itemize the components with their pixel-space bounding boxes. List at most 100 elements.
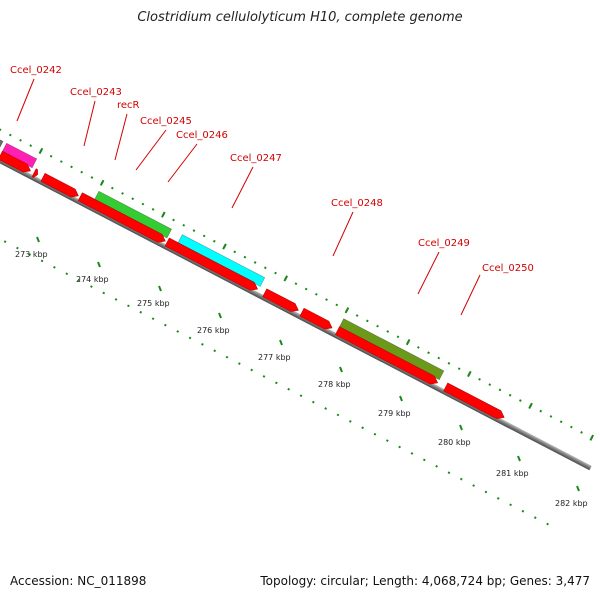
gene-callout-line xyxy=(332,211,354,257)
gene-callout-line xyxy=(460,274,481,316)
outer-ruler-tick xyxy=(161,211,166,218)
outer-ruler-dot xyxy=(19,138,22,142)
outer-ruler-dot xyxy=(90,176,94,179)
outer-ruler-dot xyxy=(141,202,145,206)
inner-ruler-dot xyxy=(127,304,130,308)
outer-ruler-dot xyxy=(386,330,390,333)
gene-label[interactable]: recR xyxy=(117,100,140,111)
inner-ruler-dot xyxy=(496,497,500,500)
gene-callout-line xyxy=(167,143,198,183)
outer-ruler-dot xyxy=(294,282,298,286)
inner-ruler-tick xyxy=(517,455,521,462)
scale-label: 280 kbp xyxy=(438,438,471,447)
cds-arrow xyxy=(262,288,299,312)
gene-label[interactable]: Ccel_0248 xyxy=(331,198,383,209)
inner-ruler-dot xyxy=(274,381,278,385)
outer-ruler-dot xyxy=(355,314,359,317)
inner-ruler-dot xyxy=(361,426,364,430)
outer-ruler-tick xyxy=(38,147,44,155)
cds-arrow xyxy=(40,173,79,198)
inner-ruler-dot xyxy=(373,432,377,436)
inner-ruler-dot xyxy=(28,253,32,256)
inner-ruler-dot xyxy=(77,278,81,282)
outer-ruler-dot xyxy=(457,367,461,371)
outer-ruler-dot xyxy=(212,239,216,243)
outer-ruler-dot xyxy=(70,165,73,169)
outer-ruler-dot xyxy=(151,208,155,211)
outer-ruler-dot xyxy=(263,266,267,270)
gene-label[interactable]: Ccel_0250 xyxy=(482,263,534,274)
olive-feature-box xyxy=(338,318,445,381)
inner-ruler-dot xyxy=(102,291,106,295)
gene-callout-line xyxy=(135,129,167,171)
inner-ruler-dot xyxy=(188,336,192,340)
cds-arrow xyxy=(0,150,31,173)
outer-ruler-dot xyxy=(488,383,492,386)
outer-ruler-dot xyxy=(498,388,502,392)
outer-ruler-dot xyxy=(508,393,512,397)
cds-arrow xyxy=(31,168,38,178)
outer-ruler-dot xyxy=(202,234,206,238)
gene-label[interactable]: Ccel_0242 xyxy=(10,65,62,76)
inner-ruler-dot xyxy=(546,522,549,526)
inner-ruler-tick xyxy=(576,485,580,492)
cds-arrow xyxy=(77,192,166,243)
inner-ruler-dot xyxy=(53,265,56,269)
scale-label: 277 kbp xyxy=(258,353,291,362)
inner-ruler-dot xyxy=(484,490,488,494)
outer-ruler-dot xyxy=(365,319,369,323)
accession-text: Accession: NC_011898 xyxy=(10,574,147,588)
inner-ruler-dot xyxy=(250,368,254,372)
outer-ruler-dot xyxy=(131,197,135,201)
inner-ruler-dot xyxy=(533,516,537,519)
outer-ruler-dot xyxy=(29,144,33,147)
inner-ruler-dot xyxy=(324,407,328,410)
inner-ruler-dot xyxy=(139,310,143,314)
inner-ruler-dot xyxy=(164,323,167,327)
gene-label[interactable]: Ccel_0249 xyxy=(418,238,470,249)
gene-label[interactable]: Ccel_0247 xyxy=(230,153,282,164)
gene-label[interactable]: Ccel_0246 xyxy=(176,130,228,141)
gene-label[interactable]: Ccel_0245 xyxy=(140,116,192,127)
outer-ruler-dot xyxy=(192,229,196,232)
outer-ruler-dot xyxy=(325,298,328,301)
cds-arrow xyxy=(335,326,439,385)
outer-ruler-tick xyxy=(467,370,472,378)
inner-ruler-dot xyxy=(348,420,352,423)
inner-ruler-tick xyxy=(339,366,343,373)
inner-ruler-dot xyxy=(398,445,401,449)
outer-ruler-dot xyxy=(437,356,441,360)
gray-feature-box xyxy=(0,132,4,151)
inner-ruler-dot xyxy=(3,240,7,244)
outer-ruler-dot xyxy=(110,186,114,190)
inner-ruler-dot xyxy=(201,342,204,346)
inner-ruler-tick xyxy=(158,285,162,292)
outer-ruler-tick xyxy=(99,179,105,186)
gene-label[interactable]: Ccel_0243 xyxy=(70,87,122,98)
inner-ruler-dot xyxy=(521,509,525,513)
outer-ruler-dot xyxy=(80,170,84,174)
inner-ruler-dot xyxy=(311,400,315,404)
inner-ruler-dot xyxy=(287,387,291,391)
outer-ruler-dot xyxy=(478,377,481,381)
outer-ruler-dot xyxy=(59,160,63,163)
cds-arrow xyxy=(164,237,258,291)
outer-ruler-tick xyxy=(405,338,411,346)
outer-ruler-dot xyxy=(274,271,277,275)
scale-label: 279 kbp xyxy=(378,409,411,418)
outer-ruler-tick xyxy=(589,434,595,441)
gene-callout-line xyxy=(417,251,440,295)
gene-callout-line xyxy=(114,113,128,161)
inner-ruler-dot xyxy=(447,471,451,475)
inner-ruler-tick xyxy=(36,236,40,243)
outer-ruler-dot xyxy=(335,303,339,307)
inner-ruler-dot xyxy=(410,452,414,455)
outer-ruler-tick xyxy=(528,402,533,409)
outer-ruler-dot xyxy=(233,250,237,254)
inner-ruler-dot xyxy=(336,413,340,417)
outer-ruler-dot xyxy=(314,292,318,296)
outer-ruler-dot xyxy=(559,420,563,424)
outer-ruler-dot xyxy=(121,192,124,195)
outer-ruler-dot xyxy=(8,133,12,137)
